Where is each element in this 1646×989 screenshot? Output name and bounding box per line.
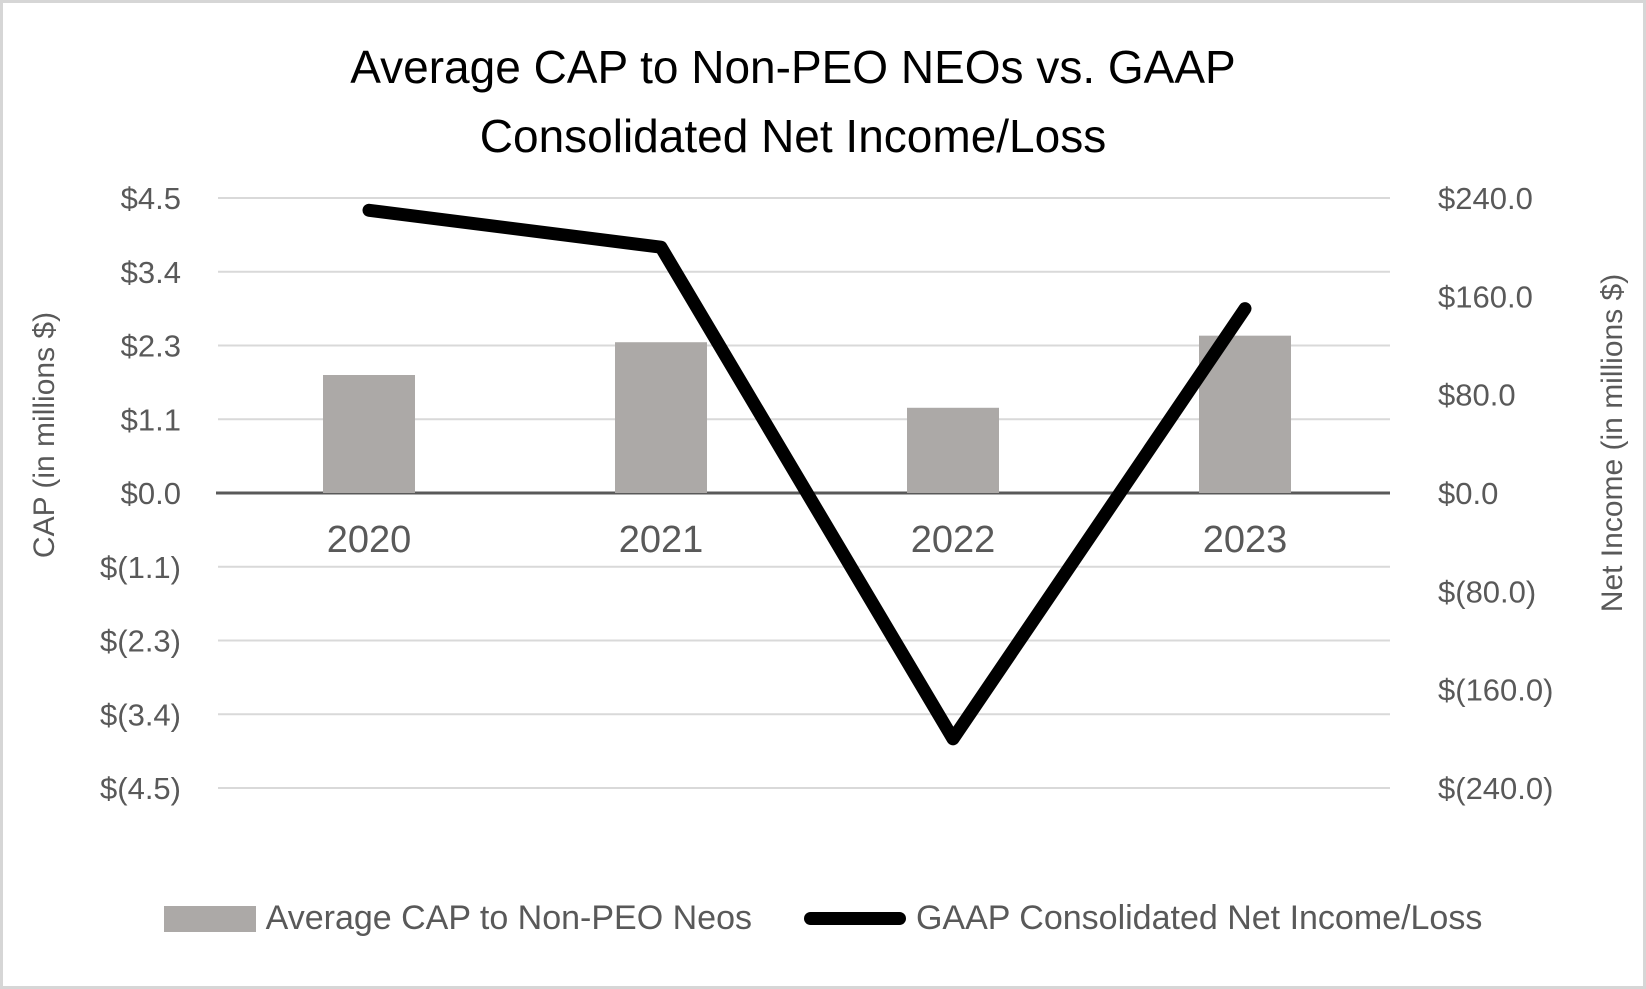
category-label-2022: 2022	[911, 519, 996, 561]
category-label-2020: 2020	[327, 519, 412, 561]
legend: Average CAP to Non-PEO Neos GAAP Consoli…	[3, 899, 1643, 938]
left-axis-tick-label: $1.1	[121, 402, 181, 437]
legend-item-line-series: GAAP Consolidated Net Income/Loss	[803, 899, 1483, 938]
net-income-line	[362, 203, 1252, 746]
chart-title: Average CAP to Non-PEO NEOs vs. GAAP Con…	[350, 33, 1235, 171]
left-axis-tick-label: $3.4	[121, 255, 181, 290]
bar-2022	[907, 407, 999, 493]
left-axis-tick-label: $(2.3)	[100, 624, 181, 659]
legend-item-bar-series: Average CAP to Non-PEO Neos	[163, 899, 752, 938]
left-axis-tick-label: $(1.1)	[100, 550, 181, 585]
bar-series-label: Average CAP to Non-PEO Neos	[265, 899, 752, 937]
left-axis-tick-label: $(3.4)	[100, 697, 181, 732]
left-axis-tick-label: $2.3	[121, 329, 181, 364]
right-axis-tick-label: $(240.0)	[1438, 771, 1553, 806]
bar-series-swatch	[163, 905, 256, 932]
line-series-swatch	[803, 912, 906, 925]
right-axis-tick-label: $240.0	[1438, 181, 1533, 216]
category-label-2021: 2021	[619, 519, 704, 561]
left-axis-tick-label: $(4.5)	[100, 771, 181, 806]
right-axis-tick-label: $(80.0)	[1438, 574, 1536, 609]
left-axis-tick-label: $0.0	[121, 476, 181, 511]
plot-area: $4.5 $3.4 $2.3 $1.1 $0.0 $(1.1) $(2.3) $(3.4) $(…	[100, 181, 1553, 806]
bar-2021	[615, 342, 707, 493]
right-axis-tick-label: $0.0	[1438, 476, 1498, 511]
line-series-label: GAAP Consolidated Net Income/Loss	[915, 899, 1483, 937]
right-axis-tick-label: $80.0	[1438, 378, 1516, 413]
bar-2020	[323, 375, 415, 493]
chart-title-line2: Consolidated Net Income/Loss	[479, 110, 1107, 162]
chart-title-line1: Average CAP to Non-PEO NEOs vs. GAAP	[350, 41, 1236, 93]
right-axis-tick-label: $160.0	[1438, 279, 1533, 314]
left-axis-tick-label: $4.5	[121, 181, 181, 216]
category-label-2023: 2023	[1203, 519, 1288, 561]
right-axis-tick-label: $(160.0)	[1438, 673, 1553, 708]
